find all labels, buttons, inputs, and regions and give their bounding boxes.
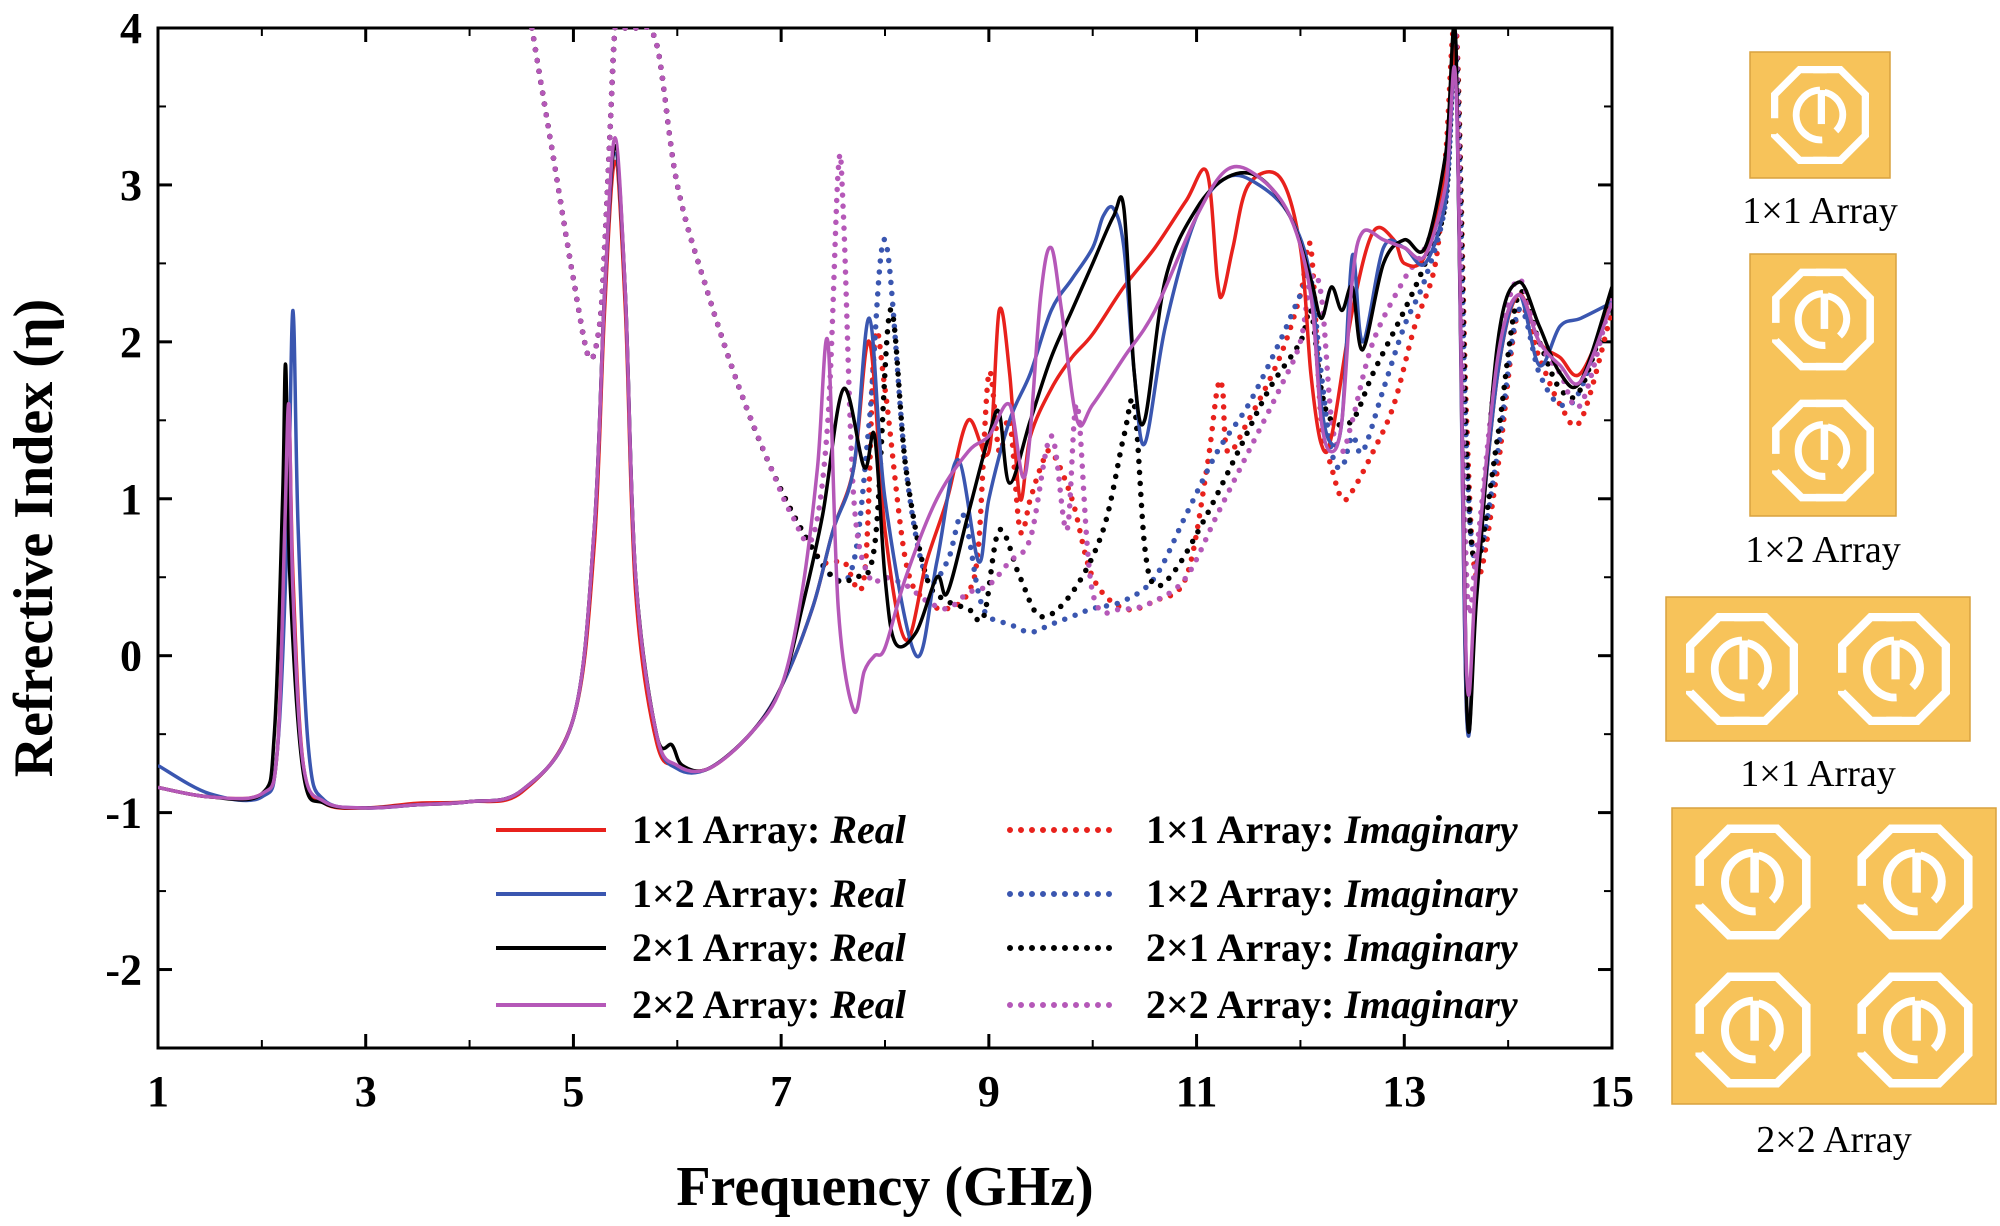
- legend-array-name: 2×2 Array:: [632, 982, 830, 1027]
- legend-array-name: 1×1 Array:: [632, 807, 830, 852]
- x-tick-label: 7: [770, 1067, 792, 1116]
- split-ring-icon: [1686, 613, 1798, 725]
- split-ring-icon: [1857, 972, 1973, 1088]
- y-tick-label: -1: [105, 789, 142, 838]
- x-tick-label: 3: [355, 1067, 377, 1116]
- legend-label: 2×2 Array: Imaginary: [1146, 982, 1518, 1027]
- inset-caption: 1×1 Array: [1740, 753, 1895, 795]
- y-axis-title: Refrective Index (η): [3, 299, 65, 778]
- legend-kind: Imaginary: [1343, 925, 1518, 970]
- legend-array-name: 1×2 Array:: [1146, 871, 1344, 916]
- legend-array-name: 1×2 Array:: [632, 871, 830, 916]
- y-tick-label: 2: [120, 318, 142, 367]
- split-ring-icon: [1695, 972, 1811, 1088]
- split-ring-icon: [1771, 66, 1869, 164]
- split-ring-icon: [1772, 399, 1874, 502]
- x-tick-label: 1: [147, 1067, 169, 1116]
- legend-array-name: 2×2 Array:: [1146, 982, 1344, 1027]
- y-tick-label: 4: [120, 4, 142, 53]
- legend-kind: Real: [829, 807, 906, 852]
- legend-kind: Imaginary: [1343, 871, 1518, 916]
- unit-cell-insets: 1×1 Array 1×2 Array 1×1 Array 2×2 Array: [1665, 51, 1997, 1161]
- x-tick-label: 5: [562, 1067, 584, 1116]
- legend-kind: Imaginary: [1343, 982, 1518, 1027]
- y-tick-label: 0: [120, 632, 142, 681]
- series-lines: [158, 28, 1612, 811]
- inset-0: 1×1 Array: [1742, 51, 1898, 232]
- inset-caption: 2×2 Array: [1756, 1119, 1911, 1161]
- unit-cell-substrate: [1671, 807, 1997, 1105]
- legend-array-name: 2×1 Array:: [632, 925, 830, 970]
- series-line-3: [158, 65, 1612, 810]
- legend-kind: Imaginary: [1343, 807, 1518, 852]
- y-tick-label: 3: [120, 161, 142, 210]
- x-axis-title: Frequency (GHz): [676, 1156, 1093, 1218]
- legend-kind: Real: [829, 871, 906, 916]
- legend-kind: Real: [829, 982, 906, 1027]
- legend-array-name: 2×1 Array:: [1146, 925, 1344, 970]
- y-tick-label: -2: [105, 946, 142, 995]
- legend-label: 1×1 Array: Imaginary: [1146, 807, 1518, 852]
- inset-caption: 1×2 Array: [1745, 529, 1900, 571]
- split-ring-icon: [1772, 268, 1874, 371]
- x-tick-label: 11: [1176, 1067, 1218, 1116]
- legend-kind: Real: [829, 925, 906, 970]
- x-tick-label: 9: [978, 1067, 1000, 1116]
- inset-caption: 1×1 Array: [1742, 190, 1897, 232]
- legend-label: 2×1 Array: Real: [632, 925, 907, 970]
- inset-3: 2×2 Array: [1671, 807, 1997, 1161]
- legend-label: 1×2 Array: Imaginary: [1146, 871, 1518, 916]
- legend-array-name: 1×1 Array:: [1146, 807, 1344, 852]
- legend-label: 1×1 Array: Real: [632, 807, 907, 852]
- x-tick-label: 13: [1382, 1067, 1426, 1116]
- inset-2: 1×1 Array: [1665, 596, 1971, 795]
- legend-label: 1×2 Array: Real: [632, 871, 907, 916]
- x-tick-label: 15: [1590, 1067, 1634, 1116]
- legend-label: 2×1 Array: Imaginary: [1146, 925, 1518, 970]
- split-ring-icon: [1695, 824, 1811, 940]
- y-tick-label: 1: [120, 475, 142, 524]
- inset-1: 1×2 Array: [1745, 253, 1901, 571]
- split-ring-icon: [1857, 824, 1973, 940]
- legend-label: 2×2 Array: Real: [632, 982, 907, 1027]
- split-ring-icon: [1838, 613, 1950, 725]
